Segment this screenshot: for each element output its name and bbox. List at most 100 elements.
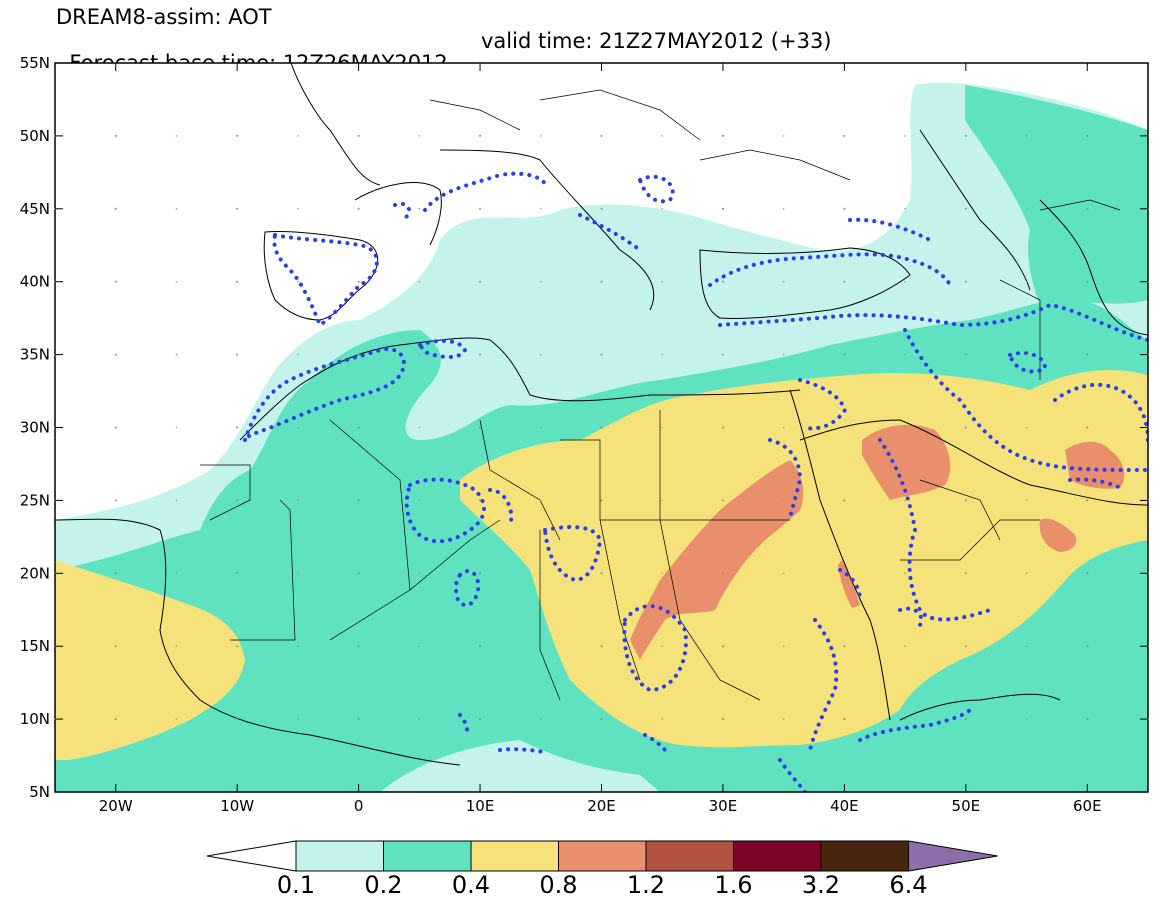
grid-dot <box>722 426 724 429</box>
grid-dot <box>1086 572 1089 575</box>
aot-band-0-8-gulf <box>1065 441 1125 489</box>
lon-label: 10E <box>466 797 495 815</box>
valid-time-label: valid time: 21Z27MAY2012 (+33) <box>481 29 832 53</box>
grid-dot <box>418 353 421 356</box>
grid-dot <box>175 718 178 720</box>
colorbar-level-label: 0.2 <box>364 871 402 899</box>
grid-dot <box>297 208 299 210</box>
grid-dot <box>479 499 481 502</box>
grid-dot <box>479 280 481 283</box>
aot-band-0-1-south <box>380 740 660 792</box>
grid-dot <box>722 280 724 283</box>
grid-dot <box>297 645 299 647</box>
grid-dot <box>661 135 664 137</box>
grid-dot <box>297 572 299 575</box>
colorbar-level-label: 0.8 <box>539 871 577 899</box>
grid-dot <box>357 718 360 720</box>
grid-dot <box>782 135 785 137</box>
grid-dot <box>843 718 846 720</box>
grid-dot <box>236 645 238 647</box>
grid-dot <box>357 572 360 575</box>
grid-dot <box>175 208 178 210</box>
grid-dot <box>1086 426 1089 429</box>
grid-dot <box>904 645 906 647</box>
grid-dot <box>418 208 421 210</box>
lat-label: 50N <box>20 127 50 145</box>
graticule <box>54 134 1149 721</box>
grid-dot <box>843 280 846 283</box>
grid-dot <box>357 135 360 137</box>
colorbar-bin <box>645 840 734 872</box>
colorbar-level-label: 0.1 <box>277 871 315 899</box>
grid-dot <box>539 208 542 210</box>
colorbar-level-label: 3.2 <box>802 871 840 899</box>
grid-dot <box>418 718 421 720</box>
grid-dot <box>965 499 967 502</box>
grid-dot <box>114 353 117 356</box>
grid-dot <box>722 718 724 720</box>
grid-dot <box>965 718 967 720</box>
grid-dot <box>175 572 178 575</box>
grid-dot <box>357 645 360 647</box>
grid-dot <box>297 280 299 283</box>
lat-label: 30N <box>20 419 50 437</box>
grid-dot <box>904 499 906 502</box>
grid-dot <box>1086 499 1089 502</box>
grid-dot <box>114 426 117 429</box>
grid-dot <box>236 353 238 356</box>
aot-band-0-8-oman <box>1039 518 1077 552</box>
grid-dot <box>1086 280 1089 283</box>
grid-dot <box>904 135 906 137</box>
grid-dot <box>1025 572 1028 575</box>
colorbar-level-label: 0.4 <box>452 871 490 899</box>
grid-dot <box>722 135 724 137</box>
grid-dot <box>965 208 967 210</box>
latitude-labels: 55N 50N 45N 40N 35N 30N 25N 20N 15N 10N 5N <box>20 54 50 801</box>
grid-dot <box>114 499 117 502</box>
grid-dot <box>539 426 542 429</box>
grid-dot <box>236 426 238 429</box>
grid-dot <box>175 135 178 137</box>
grid-dot <box>297 718 299 720</box>
grid-dot <box>782 280 785 283</box>
lon-label: 20E <box>587 797 616 815</box>
grid-dot <box>297 499 299 502</box>
lon-label: 40E <box>830 797 859 815</box>
grid-dot <box>782 208 785 210</box>
grid-dot <box>1025 499 1028 502</box>
grid-dot <box>722 499 724 502</box>
grid-dot <box>782 572 785 575</box>
colorbar-bin <box>470 840 559 872</box>
colorbar-bin <box>820 840 909 872</box>
grid-dot <box>1086 718 1089 720</box>
country-borders <box>200 89 1121 701</box>
grid-dot <box>418 280 421 283</box>
grid-dot <box>843 572 846 575</box>
grid-dot <box>418 572 421 575</box>
dotted-contours <box>243 171 1148 792</box>
lat-label: 25N <box>20 491 50 509</box>
lat-label: 15N <box>20 637 50 655</box>
grid-dot <box>600 499 603 502</box>
colorbar-level-label: 1.2 <box>627 871 665 899</box>
lat-label: 45N <box>20 200 50 218</box>
grid-dot <box>175 353 178 356</box>
lat-label: 55N <box>20 54 50 72</box>
grid-dot <box>600 645 603 647</box>
grid-dot <box>418 135 421 137</box>
grid-dot <box>479 572 481 575</box>
grid-dot <box>722 645 724 647</box>
lat-label: 35N <box>20 346 50 364</box>
aot-band-0-2-north <box>965 85 1148 305</box>
aot-band-0-8-saudi <box>862 424 951 500</box>
lon-label: 10W <box>220 797 254 815</box>
aot-band-0-8 <box>630 460 804 660</box>
colorbar-labels: 0.1 0.2 0.4 0.8 1.2 1.6 3.2 6.4 <box>277 871 928 899</box>
grid-dot <box>1025 718 1028 720</box>
aot-field <box>55 63 1148 792</box>
grid-dot <box>297 426 299 429</box>
grid-dot <box>965 135 967 137</box>
longitude-labels: 20W 10W 0 10E 20E 30E 40E 50E 60E <box>99 797 1102 815</box>
grid-dot <box>1025 280 1028 283</box>
